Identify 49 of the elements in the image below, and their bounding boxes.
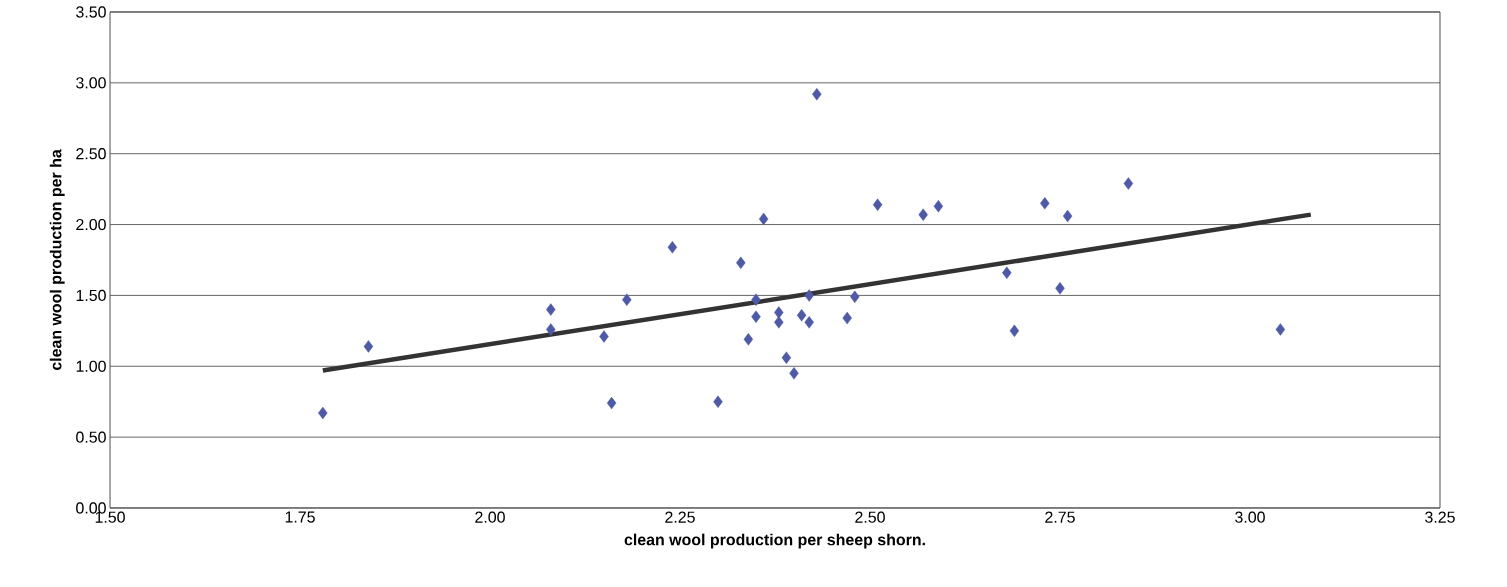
x-tick-label: 2.25 <box>665 511 695 523</box>
point <box>804 316 814 329</box>
y-tick-label: 2.00 <box>76 218 106 231</box>
x-axis-title: clean wool production per sheep shorn. <box>624 533 925 549</box>
point <box>1002 266 1012 279</box>
point <box>1275 323 1286 336</box>
point <box>1009 324 1020 338</box>
point <box>667 241 678 254</box>
point <box>363 340 374 353</box>
point <box>872 198 883 211</box>
point <box>713 395 723 408</box>
y-tick-label: 3.50 <box>76 6 106 18</box>
point <box>850 290 860 304</box>
point <box>546 303 556 316</box>
point <box>918 208 928 221</box>
x-tick-label: 2.50 <box>855 511 885 523</box>
point <box>1062 209 1073 223</box>
x-tick-label: 2.75 <box>1045 511 1075 523</box>
point <box>751 293 761 306</box>
point <box>933 199 944 213</box>
point <box>758 212 769 226</box>
y-axis-title: clean wool production per ha <box>49 149 65 371</box>
point <box>599 330 609 343</box>
point <box>781 351 792 364</box>
point <box>1123 177 1134 190</box>
x-tick-label: 1.75 <box>285 511 315 523</box>
y-tick-label: 0.50 <box>76 431 106 443</box>
point <box>606 396 617 410</box>
point <box>1055 282 1065 295</box>
y-tick-label: 2.50 <box>76 148 106 160</box>
point <box>789 367 799 380</box>
y-tick-label: 1.00 <box>76 360 106 372</box>
point <box>796 309 807 322</box>
point <box>751 310 761 323</box>
point <box>736 256 746 270</box>
x-tick-label: 3.00 <box>1235 511 1265 523</box>
point <box>318 406 328 420</box>
point <box>546 323 556 336</box>
point <box>622 293 632 306</box>
y-tick-label: 1.50 <box>76 289 106 302</box>
y-tick-label: 3.00 <box>76 77 106 89</box>
x-tick-label: 2.00 <box>475 511 505 523</box>
point <box>774 306 784 319</box>
x-tick-label: 3.25 <box>1425 511 1455 523</box>
point <box>1040 197 1050 210</box>
point <box>812 87 822 101</box>
point <box>804 289 814 302</box>
point <box>743 333 754 346</box>
point <box>842 311 852 325</box>
